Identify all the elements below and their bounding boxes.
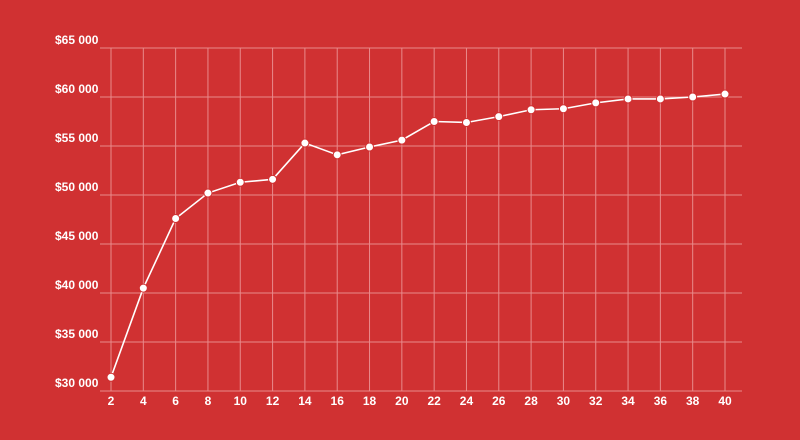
data-point bbox=[526, 105, 536, 115]
data-point bbox=[171, 214, 181, 224]
x-tick-label: 18 bbox=[363, 394, 377, 408]
x-tick-label: 6 bbox=[172, 394, 179, 408]
x-tick-label: 32 bbox=[589, 394, 603, 408]
y-tick-label: $50 000 bbox=[55, 180, 99, 194]
x-tick-label: 28 bbox=[524, 394, 538, 408]
data-point bbox=[268, 174, 278, 184]
data-point bbox=[397, 135, 407, 145]
x-tick-label: 4 bbox=[140, 394, 147, 408]
data-point bbox=[365, 142, 375, 152]
data-point bbox=[591, 98, 601, 108]
x-tick-label: 22 bbox=[427, 394, 441, 408]
data-point bbox=[429, 117, 439, 126]
y-tick-label: $45 000 bbox=[55, 229, 99, 243]
data-point bbox=[720, 89, 730, 99]
data-point bbox=[623, 94, 633, 104]
x-tick-label: 40 bbox=[718, 394, 732, 408]
x-tick-label: 12 bbox=[266, 394, 280, 408]
y-axis-ticks: $30 000 $35 000 $40 000 $45 000 $50 000 $55 0… bbox=[55, 33, 99, 390]
y-tick-label: $40 000 bbox=[55, 278, 99, 292]
x-tick-label: 20 bbox=[395, 394, 409, 408]
data-point bbox=[558, 104, 568, 114]
data-point bbox=[203, 188, 213, 198]
series-layer bbox=[106, 89, 730, 382]
data-point bbox=[494, 112, 504, 122]
x-tick-label: 26 bbox=[492, 394, 506, 408]
data-point bbox=[235, 177, 245, 187]
x-tick-label: 2 bbox=[108, 394, 115, 408]
x-tick-label: 36 bbox=[654, 394, 668, 408]
x-tick-label: 34 bbox=[621, 394, 635, 408]
y-tick-label: $65 000 bbox=[55, 33, 99, 47]
x-tick-label: 16 bbox=[331, 394, 345, 408]
data-point bbox=[688, 92, 698, 102]
x-tick-label: 30 bbox=[557, 394, 571, 408]
x-tick-label: 10 bbox=[234, 394, 248, 408]
data-point bbox=[655, 94, 665, 104]
x-tick-label: 24 bbox=[460, 394, 474, 408]
y-tick-label: $35 000 bbox=[55, 327, 99, 341]
x-axis-ticks: 2 4 6 8 10 12 14 16 18 20 22 24 26 28 30 32 34 36 38 40 bbox=[108, 394, 732, 408]
data-point bbox=[300, 138, 310, 148]
data-point bbox=[332, 150, 342, 160]
data-point bbox=[461, 117, 471, 127]
y-tick-label: $60 000 bbox=[55, 82, 99, 96]
x-tick-label: 38 bbox=[686, 394, 700, 408]
data-point bbox=[138, 283, 148, 293]
y-tick-label: $30 000 bbox=[55, 376, 99, 390]
x-tick-label: 8 bbox=[205, 394, 212, 408]
x-tick-label: 14 bbox=[298, 394, 312, 408]
data-point bbox=[106, 372, 116, 382]
series-line bbox=[110, 93, 726, 378]
grid bbox=[100, 47, 742, 392]
y-tick-label: $55 000 bbox=[55, 131, 99, 145]
